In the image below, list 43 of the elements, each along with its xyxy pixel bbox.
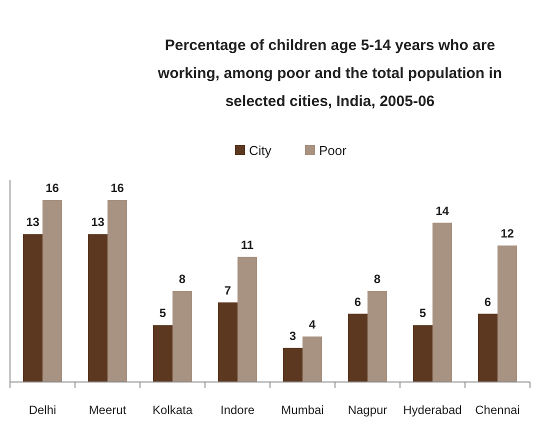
data-label: 13 [91,215,105,230]
bar [368,291,387,382]
data-label: 16 [46,181,60,195]
data-label: 7 [224,283,232,298]
bar [413,325,432,382]
x-tick-label: Hyderabad [403,403,462,417]
data-label: 6 [354,294,362,309]
x-tick-label: Mumbai [281,403,324,417]
x-tick-label: Delhi [28,403,56,417]
bar [498,246,517,382]
data-label: 14 [436,204,450,218]
bar [23,234,42,382]
bar [42,200,62,382]
data-label: 13 [26,215,40,230]
legend-label: City [249,143,272,158]
x-tick-label: Kolkata [152,403,193,417]
data-label: 4 [308,318,316,332]
bar [88,234,108,382]
bar [108,200,127,382]
legend-label: Poor [319,143,348,158]
data-label: 5 [159,306,166,320]
bar [348,314,368,382]
bar [432,222,452,382]
bar [238,256,257,382]
x-tick-label: Chennai [475,403,520,417]
bar [218,302,238,382]
data-label: 5 [419,306,426,320]
data-label: 8 [178,272,186,286]
bar [153,325,172,382]
chart-title: Percentage of children age 5-14 years who are working, among poor and the total population in selected cities, India, 2005-06 [156,37,502,110]
bar [283,348,302,382]
data-label: 12 [500,226,514,240]
x-tick-label: Meerut [88,403,127,417]
data-label: 6 [484,294,492,309]
data-label: 11 [240,238,254,252]
data-label: 8 [374,272,381,286]
bar [478,314,498,382]
data-label: 3 [289,328,296,343]
x-tick-label: Nagpur [348,403,388,417]
x-tick-label: Indore [220,403,255,417]
bar [302,336,322,382]
data-label: 16 [110,181,124,195]
bar [172,291,192,382]
